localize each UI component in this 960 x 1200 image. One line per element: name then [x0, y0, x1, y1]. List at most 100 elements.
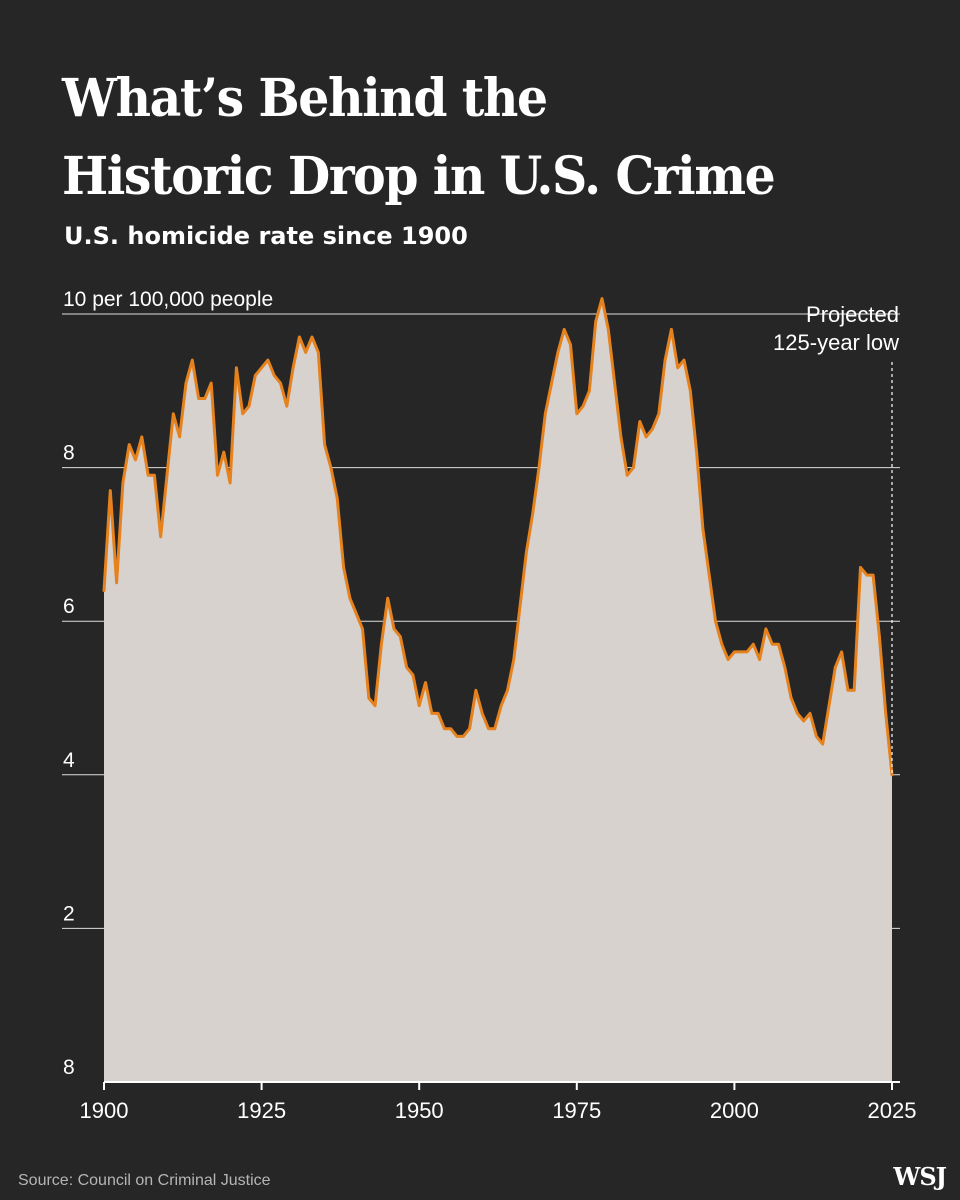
data-point-2013 — [815, 735, 818, 738]
data-point-1943 — [373, 704, 377, 707]
data-point-1940 — [355, 612, 358, 615]
y-tick-label: 10 per 100,000 people — [63, 288, 273, 311]
data-point-1953 — [436, 712, 440, 715]
data-point-1901 — [109, 489, 112, 492]
data-point-1954 — [443, 727, 446, 730]
chart-subtitle: U.S. homicide rate since 1900 — [64, 222, 468, 250]
data-point-1922 — [241, 412, 244, 415]
data-point-1911 — [172, 412, 175, 415]
data-point-1993 — [689, 389, 692, 392]
y-tick-label: 2 — [63, 902, 75, 925]
data-point-1987 — [651, 428, 654, 431]
data-point-1926 — [266, 358, 270, 362]
data-point-1996 — [708, 573, 711, 577]
x-tick-label: 1925 — [237, 1098, 286, 1123]
data-point-1967 — [525, 550, 528, 554]
data-point-1966 — [518, 604, 522, 607]
data-point-1935 — [323, 443, 326, 446]
data-point-1978 — [594, 320, 597, 323]
data-point-1904 — [128, 443, 131, 446]
projection-annotation: Projected 125-year low — [773, 302, 899, 775]
data-point-1912 — [178, 435, 181, 439]
data-point-1930 — [291, 366, 295, 369]
annotation-text-line-2: 125-year low — [773, 330, 899, 355]
data-point-2019 — [853, 689, 856, 692]
data-point-1997 — [714, 620, 717, 623]
data-point-1900 — [102, 589, 106, 592]
y-tick-label: 8 — [63, 1056, 75, 1079]
data-point-2001 — [739, 650, 742, 654]
data-point-1921 — [235, 366, 238, 369]
data-point-1969 — [537, 466, 541, 469]
data-point-2008 — [783, 666, 786, 669]
data-point-1974 — [569, 343, 572, 346]
data-point-1995 — [701, 527, 705, 531]
data-point-1908 — [153, 474, 156, 477]
data-point-1917 — [210, 381, 213, 385]
data-point-2016 — [834, 666, 837, 669]
data-point-1905 — [134, 458, 137, 462]
data-point-2025 — [890, 773, 894, 776]
data-point-1947 — [399, 635, 402, 638]
x-tick-label: 2000 — [710, 1098, 759, 1123]
data-point-2020 — [859, 566, 862, 569]
data-point-1999 — [726, 658, 730, 661]
data-point-1991 — [676, 366, 679, 369]
data-point-1925 — [260, 366, 263, 369]
data-point-1948 — [405, 666, 408, 669]
data-point-2012 — [808, 712, 812, 715]
y-axis-labels: 8 2 4 6 8 10 per 100,000 people — [63, 288, 273, 1079]
data-point-1937 — [336, 497, 339, 500]
data-point-1909 — [159, 535, 162, 538]
data-point-1959 — [474, 689, 478, 692]
data-points — [102, 297, 894, 776]
data-point-2000 — [733, 650, 736, 654]
data-point-1970 — [544, 412, 547, 415]
data-point-2011 — [802, 719, 805, 723]
data-point-1983 — [626, 474, 629, 477]
data-point-1949 — [411, 673, 415, 677]
data-point-2018 — [846, 689, 850, 692]
data-point-1960 — [481, 712, 484, 715]
data-point-1913 — [184, 381, 188, 385]
y-tick-label: 8 — [63, 442, 75, 465]
data-point-1924 — [254, 374, 257, 377]
data-point-1980 — [607, 328, 610, 331]
data-point-1931 — [298, 335, 301, 339]
data-point-1963 — [500, 704, 503, 707]
data-point-1944 — [380, 643, 383, 646]
data-point-1950 — [418, 704, 421, 707]
data-point-1934 — [317, 351, 320, 354]
data-point-2006 — [771, 643, 774, 646]
data-point-1952 — [430, 712, 433, 715]
data-point-1994 — [695, 451, 698, 454]
data-point-2002 — [745, 650, 749, 654]
data-point-1968 — [531, 512, 534, 515]
x-tick-label: 1975 — [552, 1098, 601, 1123]
data-point-1936 — [329, 466, 333, 469]
data-point-1981 — [613, 381, 616, 385]
data-point-1916 — [203, 397, 207, 400]
data-point-1986 — [644, 435, 648, 439]
homicide-rate-line — [102, 297, 894, 777]
data-point-1920 — [228, 481, 232, 485]
data-point-1988 — [657, 412, 660, 415]
data-point-1977 — [588, 389, 591, 392]
data-point-1927 — [273, 374, 276, 377]
data-point-1964 — [506, 689, 509, 692]
data-point-2023 — [878, 635, 881, 638]
source-note: Source: Council on Criminal Justice — [18, 1172, 271, 1189]
data-point-1941 — [361, 627, 364, 631]
data-point-1961 — [487, 727, 490, 730]
data-point-1932 — [304, 351, 307, 354]
data-point-2022 — [871, 573, 875, 577]
data-point-1962 — [493, 727, 496, 730]
data-point-1973 — [563, 328, 566, 331]
chart-title-line-1: What’s Behind the — [62, 68, 548, 129]
data-point-1902 — [115, 581, 118, 584]
wsj-logo: WSJ — [893, 1162, 947, 1191]
data-point-1923 — [247, 405, 251, 408]
data-point-2010 — [796, 712, 799, 715]
data-point-1992 — [682, 358, 686, 362]
